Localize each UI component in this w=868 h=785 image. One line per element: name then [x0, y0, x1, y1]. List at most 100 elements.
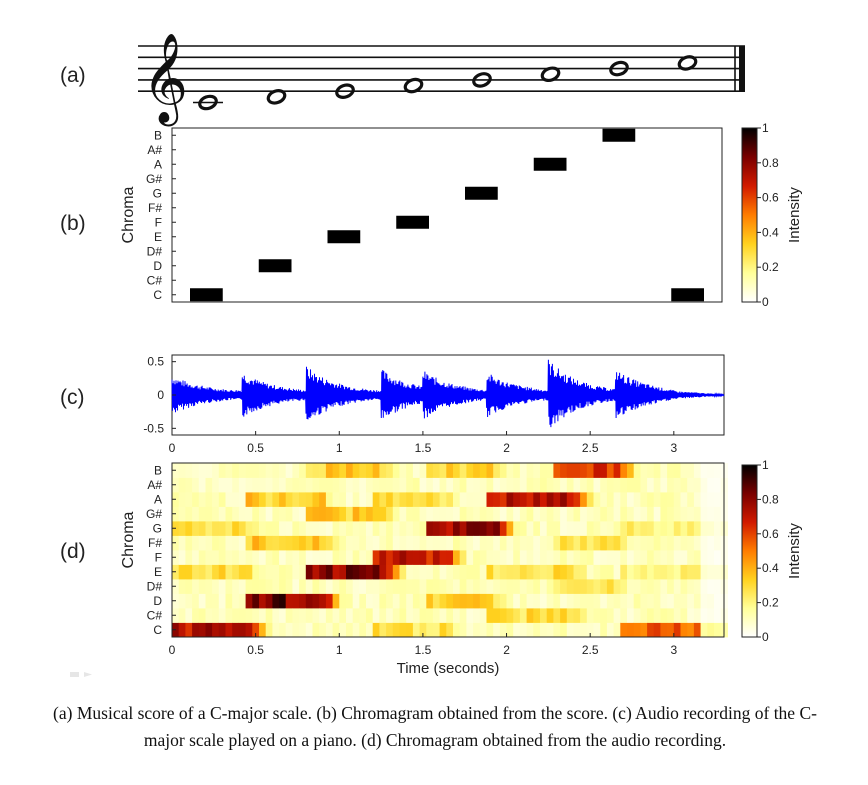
heatmap-cell [573, 492, 581, 507]
heatmap-cell [673, 477, 682, 493]
heatmap-cell [218, 506, 227, 522]
heatmap-cell [499, 579, 508, 594]
heatmap-cell [305, 535, 314, 551]
heatmap-cell [613, 550, 621, 565]
heatmap-cell [305, 492, 314, 507]
heatmap-cell [600, 463, 608, 478]
heatmap-cell [366, 535, 374, 551]
heatmap-cell [647, 608, 655, 623]
heatmap-cell [359, 492, 367, 507]
colorbar-tick-label: 0 [762, 295, 769, 309]
heatmap-cell [432, 492, 441, 507]
heatmap-cell [238, 477, 247, 493]
heatmap-cell [687, 564, 695, 580]
heatmap-cell [533, 521, 541, 536]
heatmap-cell [479, 477, 488, 493]
heatmap-cell [372, 593, 380, 609]
heatmap-cell [332, 506, 340, 522]
heatmap-cell [419, 579, 427, 594]
chroma-tick-label: C [153, 288, 162, 302]
heatmap-cell [392, 593, 401, 609]
heatmap-cell [553, 535, 561, 551]
heatmap-cell [292, 608, 300, 623]
heatmap-cell [606, 593, 615, 609]
heatmap-cell [419, 463, 427, 478]
heatmap-cell [667, 521, 675, 536]
heatmap-cell [279, 564, 287, 580]
chroma-tick-label: C [153, 623, 162, 637]
heatmap-cell [325, 579, 334, 594]
heatmap-cell [192, 579, 200, 594]
heatmap-cell [506, 608, 514, 623]
heatmap-cell [426, 477, 434, 493]
heatmap-cell [613, 608, 621, 623]
heatmap-cell [653, 506, 661, 522]
heatmap-cell [506, 463, 514, 478]
heatmap-cell [412, 622, 421, 638]
heatmap-cell [406, 550, 414, 565]
heatmap-cell [560, 521, 568, 536]
heatmap-cell [379, 593, 387, 609]
heatmap-cell [319, 550, 327, 565]
x-tick-label: 1.5 [415, 441, 432, 455]
heatmap-cell [627, 564, 635, 580]
heatmap-cell [673, 622, 682, 638]
heatmap-cell [178, 506, 186, 522]
heatmap-cell [640, 622, 648, 638]
heatmap-cell [573, 579, 581, 594]
colorbar-tick-label: 0.4 [762, 561, 779, 575]
heatmap-cell [493, 564, 501, 580]
heatmap-cell [546, 593, 554, 609]
heatmap-cell [627, 535, 635, 551]
heatmap-cell [198, 550, 207, 565]
heatmap-cell [553, 477, 561, 493]
heatmap-cell [178, 550, 186, 565]
heatmap-cell [359, 564, 367, 580]
heatmap-cell [526, 492, 534, 507]
heatmap-cell [486, 492, 494, 507]
heatmap-cell [339, 492, 347, 507]
heatmap-cell [700, 506, 708, 522]
heatmap-cell [339, 521, 347, 536]
heatmap-cell [352, 492, 360, 507]
heatmap-cell [412, 593, 421, 609]
heatmap-cell [185, 463, 193, 478]
heatmap-cell [693, 579, 702, 594]
heatmap-cell [339, 535, 347, 551]
heatmap-cell [272, 608, 280, 623]
heatmap-cell [412, 550, 421, 565]
heatmap-cell [292, 463, 300, 478]
heatmap-cell [667, 579, 675, 594]
heatmap-cell [546, 492, 554, 507]
heatmap-cell [232, 608, 240, 623]
heatmap-cell [606, 579, 615, 594]
heatmap-cell [299, 608, 307, 623]
heatmap-cell [292, 535, 300, 551]
heatmap-cell [560, 535, 568, 551]
heatmap-cell [513, 622, 521, 638]
heatmap-cell [687, 492, 695, 507]
heatmap-cell [479, 608, 488, 623]
heatmap-cell [272, 506, 280, 522]
heatmap-cell [613, 477, 621, 493]
heatmap-cell [178, 579, 186, 594]
heatmap-cell [493, 506, 501, 522]
colorbar-tick-label: 0.4 [762, 225, 779, 239]
heatmap-cell [453, 492, 461, 507]
heatmap-cell [279, 622, 287, 638]
heatmap-cell [312, 521, 320, 536]
heatmap-cell [673, 579, 682, 594]
heatmap-cell [486, 622, 494, 638]
heatmap-cell [232, 622, 240, 638]
heatmap-cell [225, 477, 233, 493]
heatmap-cell [399, 608, 407, 623]
heatmap-cell [526, 477, 534, 493]
heatmap-cell [660, 506, 668, 522]
heatmap-cell [499, 492, 508, 507]
heatmap-cell [192, 477, 200, 493]
heatmap-cell [627, 622, 635, 638]
heatmap-cell [346, 593, 354, 609]
chroma-tick-label: A# [147, 478, 162, 492]
heatmap-cell [667, 535, 675, 551]
